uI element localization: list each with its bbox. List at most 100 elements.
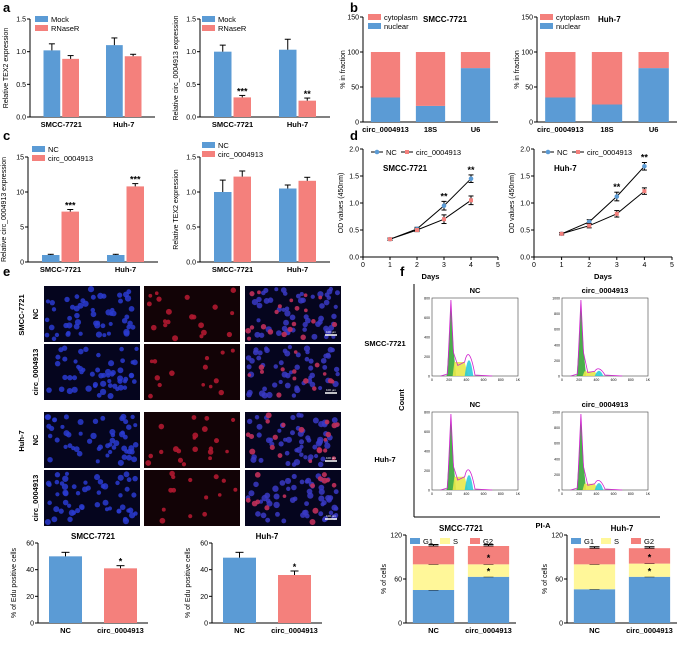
histogram-x-tick: 400 — [463, 378, 469, 382]
edu-positive-cell — [172, 335, 179, 342]
cell-nucleus — [83, 346, 89, 353]
edu-positive-cell — [324, 419, 330, 425]
stacked-bar-segment — [370, 97, 401, 122]
category-label: Huh-7 — [287, 120, 308, 129]
category-label: circ_0004913 — [271, 626, 318, 635]
g2-peak — [594, 482, 604, 490]
edu-positive-cell — [311, 319, 316, 324]
cell-nucleus — [334, 290, 340, 296]
edu-positive-cell — [298, 426, 305, 433]
cell-nucleus — [275, 330, 282, 336]
y-axis-label: Relative circ_0004913 expression — [173, 15, 180, 120]
cell-nucleus — [304, 356, 310, 362]
cell-nucleus — [54, 437, 60, 443]
group-label: Huh-7 — [17, 430, 26, 451]
y-tick-label: 50 — [351, 85, 359, 92]
edu-positive-cell — [177, 457, 184, 463]
category-label: SMCC-7721 — [212, 265, 253, 274]
cell-nucleus — [308, 365, 314, 371]
significance-mark: ** — [440, 191, 448, 201]
cell-nucleus — [278, 360, 284, 366]
cell-nucleus — [47, 433, 53, 439]
cell-nucleus — [267, 297, 274, 303]
cell-nucleus — [52, 417, 58, 423]
cell-nucleus — [291, 473, 297, 479]
edu-positive-cell — [312, 386, 317, 391]
edu-positive-cell — [277, 304, 282, 309]
y-tick-label: 40 — [26, 567, 34, 574]
edu-positive-cell — [150, 324, 157, 331]
bar — [107, 255, 125, 262]
edu-positive-cell — [255, 499, 261, 505]
histogram-x-tick: 400 — [593, 378, 599, 382]
cell-nucleus — [331, 417, 338, 423]
cell-nucleus — [321, 500, 327, 506]
significance-mark: * — [487, 553, 491, 563]
edu-positive-cell — [199, 334, 204, 339]
cell-nucleus — [257, 350, 263, 356]
legend-marker — [405, 150, 409, 154]
cell-nucleus — [117, 367, 124, 374]
histogram-curve — [570, 413, 623, 491]
histogram-x-tick: 200 — [576, 378, 582, 382]
cell-nucleus — [126, 454, 132, 461]
cell-nucleus — [291, 462, 297, 467]
edu-positive-cell — [202, 511, 208, 517]
cell-nucleus — [130, 324, 136, 330]
histogram-x-tick: 600 — [611, 378, 617, 382]
y-tick-label: 1.0 — [186, 190, 196, 197]
chart-title: SMCC-7721 — [439, 524, 484, 533]
y-tick-label: 60 — [200, 541, 208, 548]
cell-nucleus — [97, 444, 103, 450]
y-tick-label: 0 — [529, 120, 533, 127]
bar — [62, 58, 79, 117]
cell-nucleus — [126, 477, 132, 483]
cell-nucleus — [256, 318, 261, 323]
edu-positive-cell — [249, 291, 255, 297]
histogram-x-tick: 200 — [446, 492, 452, 496]
row-label: NC — [31, 434, 40, 445]
cell-nucleus — [108, 449, 113, 455]
cell-nucleus — [265, 498, 271, 504]
y-tick-label: 0 — [559, 621, 563, 628]
cell-nucleus — [109, 437, 116, 444]
bar — [106, 45, 123, 118]
stacked-bar-segment — [412, 546, 455, 565]
y-axis-label: OD values (450nm) — [509, 173, 516, 234]
data-point — [587, 223, 592, 228]
cell-nucleus — [294, 386, 301, 394]
edu-positive-cell — [156, 296, 162, 302]
cell-nucleus — [71, 484, 77, 490]
cell-nucleus — [118, 298, 123, 304]
x-axis-label: Days — [422, 272, 440, 281]
y-tick-label: 100 — [347, 50, 359, 57]
chart-e1: 0 20 40 60 % of Edu positive cells NC * circ_00… — [11, 532, 148, 635]
cell-nucleus — [116, 509, 121, 514]
data-point — [559, 231, 564, 236]
legend-label: S — [614, 537, 619, 546]
cell-nucleus — [259, 332, 265, 338]
edu-positive-cell — [331, 456, 336, 461]
edu-positive-cell — [300, 334, 306, 340]
category-label: 18S — [600, 125, 613, 134]
cell-nucleus — [99, 388, 107, 396]
edu-positive-cell — [225, 449, 229, 454]
legend-label: NC — [48, 145, 59, 154]
edu-positive-cell — [149, 359, 154, 364]
cell-nucleus — [272, 485, 279, 492]
y-tick-label: 0.5 — [186, 225, 196, 232]
chart-c1: 0 5 10 15 Relative circ_0004913 expression **… — [1, 145, 158, 274]
cell-nucleus — [92, 418, 99, 424]
y-axis-label: % of Edu positive cells — [185, 547, 192, 618]
y-axis-label: % in fraction — [340, 50, 347, 89]
chart-f2: 0 60 120 % of cells NC * * circ_0004913 Huh-7 G1 S… — [542, 524, 677, 635]
micrograph-tile — [44, 470, 140, 526]
cell-nucleus — [281, 307, 286, 312]
micrograph-tile — [144, 412, 240, 468]
cell-nucleus — [74, 294, 80, 299]
cell-nucleus — [282, 348, 288, 354]
y-axis-label: Relative circ_0004913 expression — [1, 157, 8, 262]
y-tick-label: 0 — [355, 120, 359, 127]
cell-nucleus — [246, 391, 252, 398]
histogram-y-tick: 200 — [424, 469, 430, 473]
